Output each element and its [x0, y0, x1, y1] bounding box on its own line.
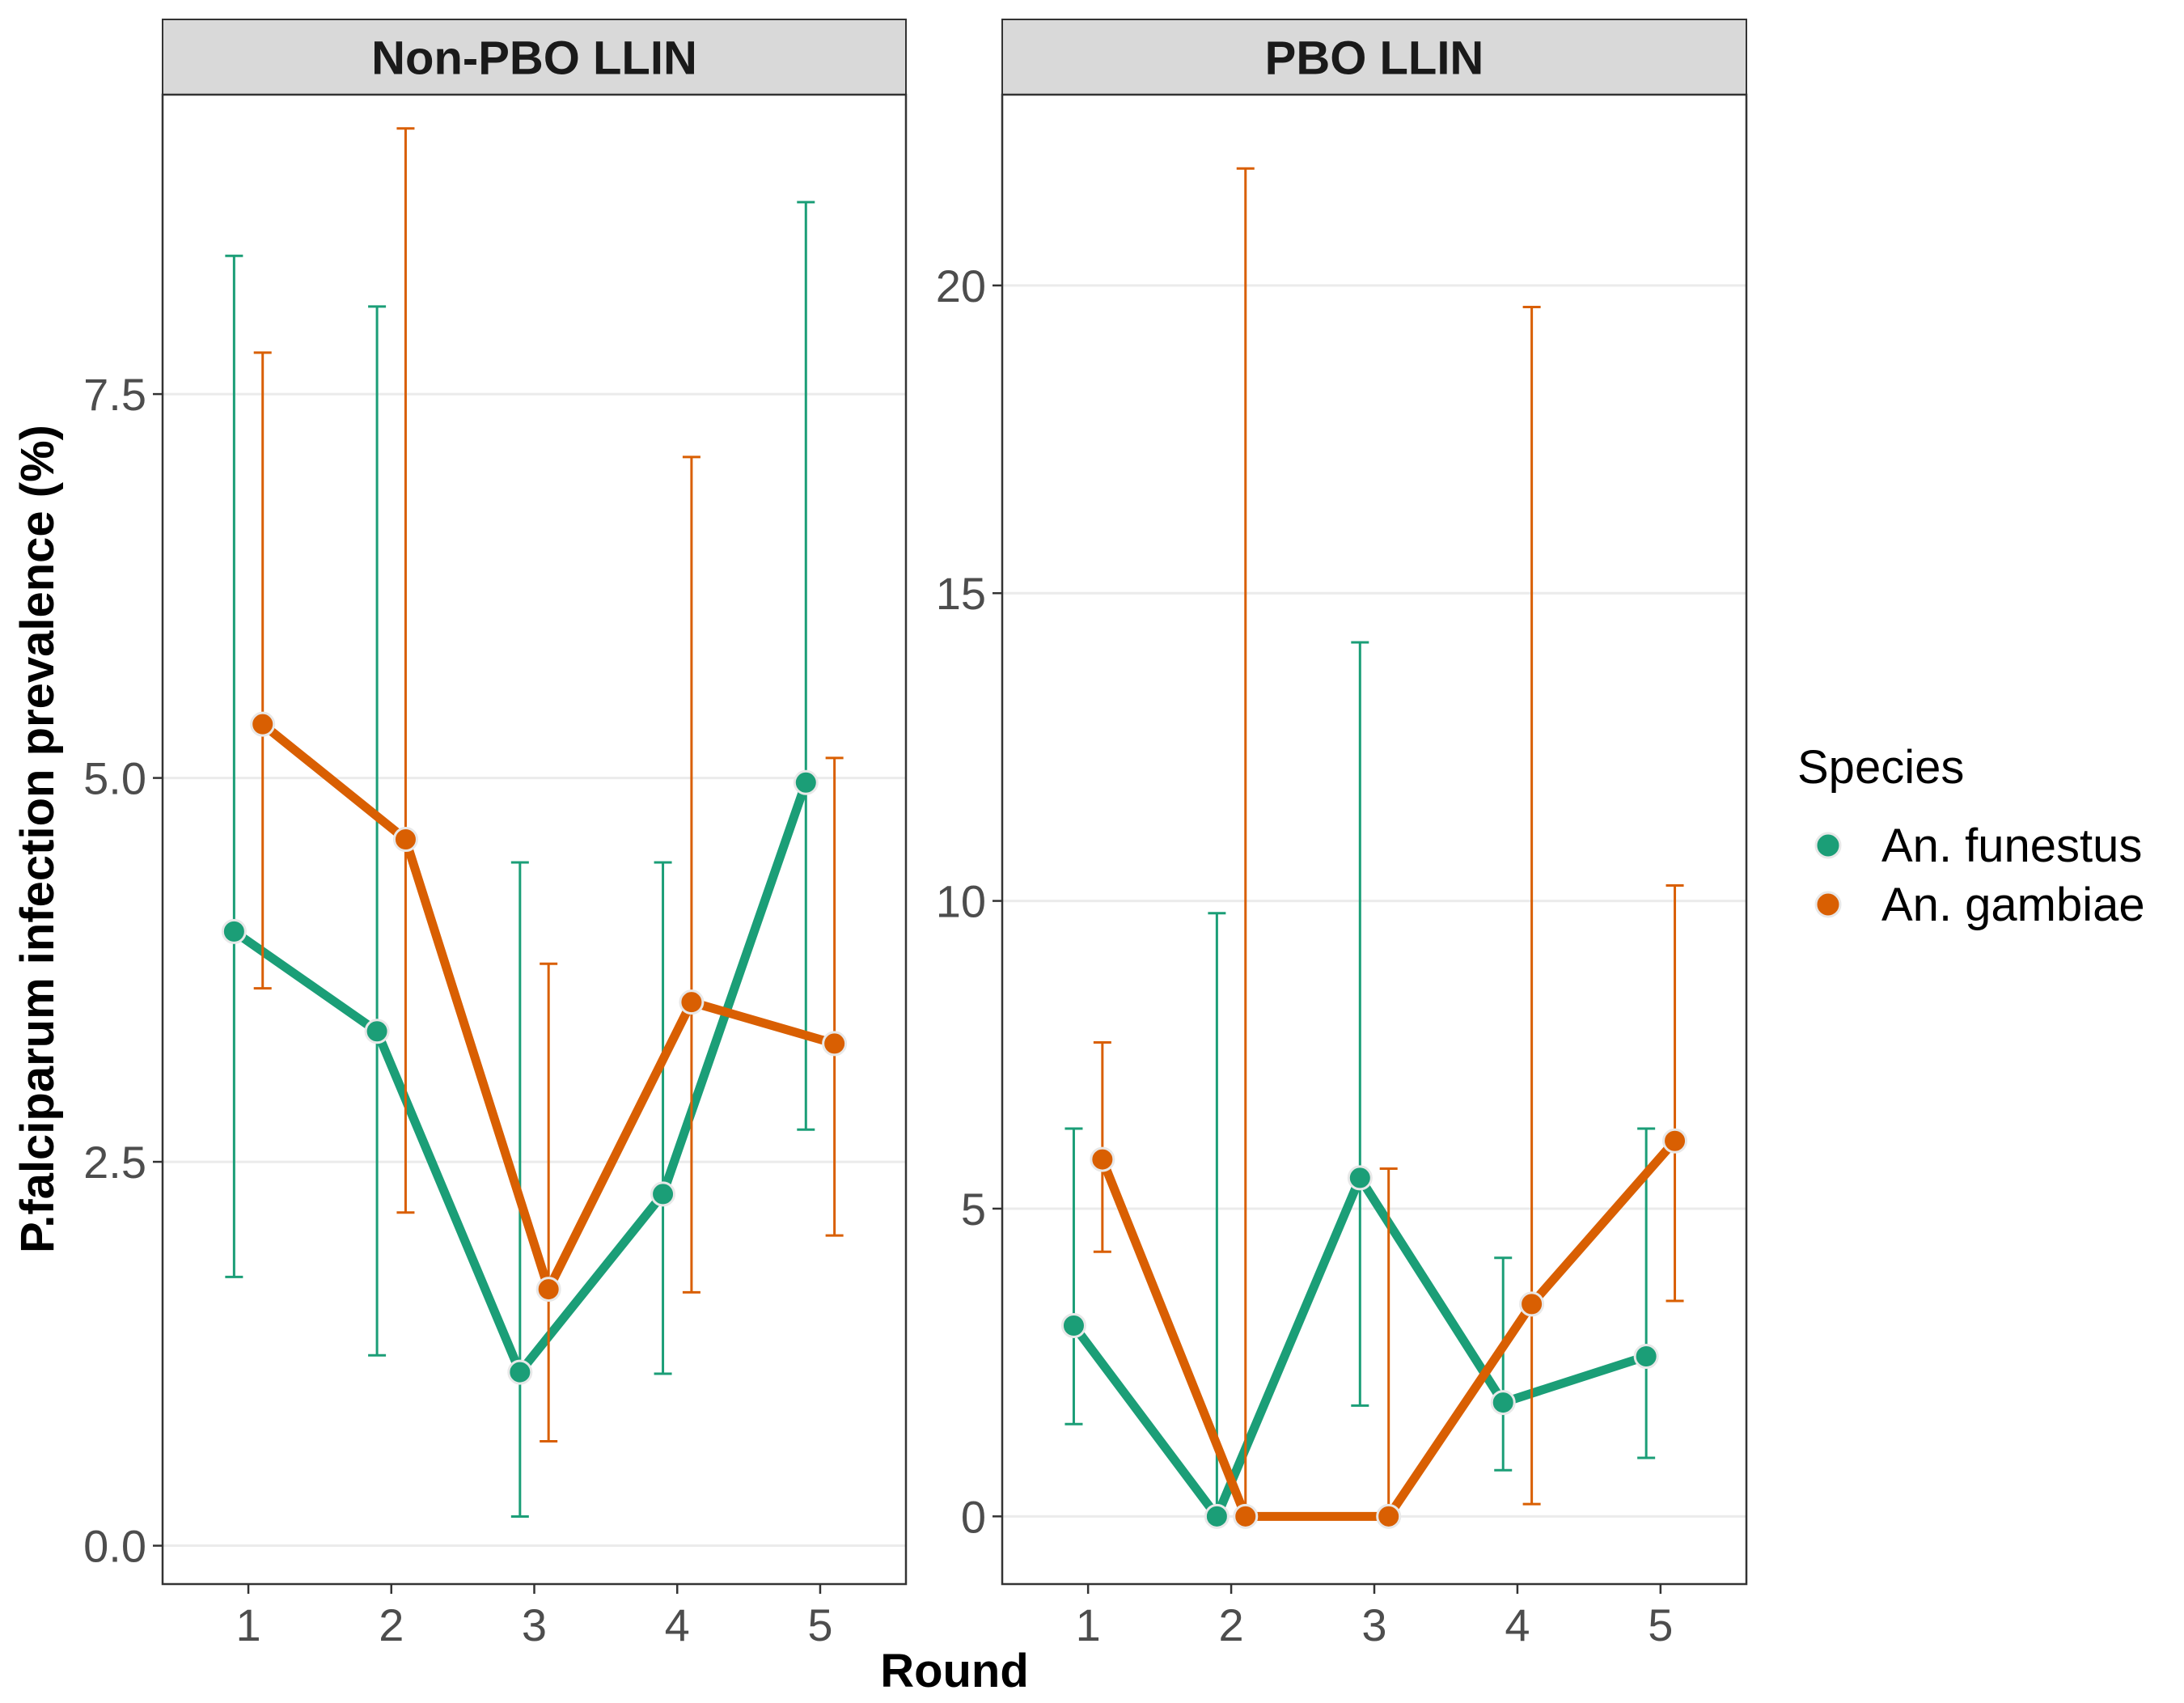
- x-tick-label: 2: [379, 1599, 404, 1650]
- series-an--funestus: [1060, 641, 1659, 1529]
- x-tick-label: 5: [807, 1599, 832, 1650]
- data-point: [221, 918, 247, 944]
- data-point: [1233, 1503, 1259, 1529]
- y-tick-label: 7.5: [83, 369, 146, 420]
- panel-border: [1001, 93, 1748, 1586]
- x-tick-label: 3: [522, 1599, 547, 1650]
- x-tick-label: 1: [235, 1599, 260, 1650]
- facet-title: PBO LLIN: [1265, 32, 1484, 85]
- data-point: [1347, 1165, 1373, 1191]
- legend-title: Species: [1797, 741, 1964, 794]
- data-point: [793, 769, 819, 795]
- y-tick-label: 0: [961, 1491, 986, 1542]
- data-point: [535, 1277, 561, 1303]
- data-point: [364, 1019, 390, 1044]
- y-axis-title: P.falciparum infection prevalence (%): [11, 425, 64, 1253]
- data-point: [650, 1181, 676, 1207]
- data-point: [1519, 1291, 1545, 1317]
- y-tick-label: 0.0: [83, 1521, 146, 1572]
- y-tick-label: 10: [936, 876, 986, 927]
- series-an--funestus: [221, 201, 819, 1518]
- data-point: [507, 1359, 533, 1385]
- series-an--gambiae: [250, 127, 848, 1442]
- x-tick-label: 4: [1505, 1599, 1530, 1650]
- y-tick-label: 15: [936, 568, 986, 619]
- x-tick-label: 3: [1361, 1599, 1386, 1650]
- facet-strip: [1001, 19, 1747, 95]
- y-tick-label: 20: [936, 261, 986, 311]
- legend-label: An. funestus: [1881, 820, 2142, 872]
- series-an--gambiae: [1090, 167, 1688, 1529]
- y-tick-label: 5.0: [83, 753, 146, 804]
- legend-key: [1814, 832, 1842, 859]
- x-axis-title: Round: [880, 1645, 1029, 1697]
- y-tick-label: 2.5: [83, 1137, 146, 1188]
- facet-strip: [162, 19, 907, 95]
- data-point: [1662, 1128, 1688, 1154]
- legend-label: An. gambiae: [1881, 879, 2145, 931]
- legend-key: [1814, 891, 1842, 918]
- x-tick-label: 4: [665, 1599, 690, 1650]
- data-point: [1090, 1146, 1115, 1172]
- data-point: [392, 827, 418, 852]
- data-point: [822, 1031, 848, 1057]
- x-tick-label: 1: [1076, 1599, 1101, 1650]
- data-point: [1060, 1312, 1086, 1338]
- data-point: [679, 989, 705, 1015]
- facet-title: Non-PBO LLIN: [371, 32, 697, 85]
- data-point: [1490, 1390, 1516, 1416]
- data-point: [1204, 1503, 1230, 1529]
- data-point: [250, 711, 276, 737]
- x-tick-label: 2: [1218, 1599, 1243, 1650]
- y-tick-label: 5: [961, 1184, 986, 1235]
- x-tick-label: 5: [1648, 1599, 1673, 1650]
- panel-border: [161, 93, 908, 1586]
- data-point: [1633, 1344, 1659, 1370]
- panel-background: [1002, 95, 1746, 1584]
- data-point: [1376, 1503, 1402, 1529]
